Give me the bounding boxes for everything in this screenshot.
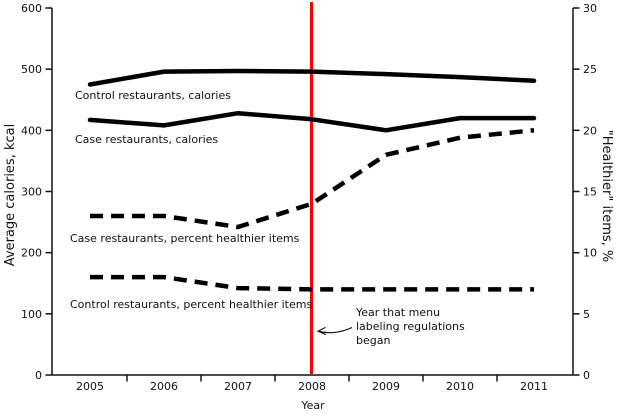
annotation-arrowhead-icon bbox=[316, 326, 327, 336]
x-axis-tick-label: 2010 bbox=[446, 380, 474, 393]
annotation-text: Year that menu labeling regulations bega… bbox=[356, 306, 465, 347]
series-line-3 bbox=[90, 274, 534, 292]
y-axis-right-tick-label: 0 bbox=[583, 369, 590, 382]
series-label-case-percent-healthier: Case restaurants, percent healthier item… bbox=[70, 232, 300, 245]
series-line-0 bbox=[87, 68, 537, 87]
x-axis-tick-label: 2008 bbox=[298, 380, 326, 393]
series-label-control-calories: Control restaurants, calories bbox=[75, 89, 231, 102]
y-axis-right-tick-label: 30 bbox=[583, 2, 597, 15]
y-axis-label-right: "Healthier" items, % bbox=[599, 129, 614, 263]
y-axis-right-tick-label: 20 bbox=[583, 124, 597, 137]
x-axis-tick-label: 2007 bbox=[224, 380, 252, 393]
y-axis-right-tick-label: 15 bbox=[583, 186, 597, 199]
y-axis-left-tick-label: 100 bbox=[21, 308, 42, 321]
y-axis-left-tick-label: 500 bbox=[21, 63, 42, 76]
series-label-case-calories: Case restaurants, calories bbox=[75, 133, 219, 146]
y-axis-left-tick-label: 600 bbox=[21, 2, 42, 15]
y-axis-left-tick-label: 300 bbox=[21, 186, 42, 199]
y-axis-right-tick-label: 5 bbox=[583, 308, 590, 321]
x-axis-tick-label: 2006 bbox=[150, 380, 178, 393]
y-axis-right-tick-label: 10 bbox=[583, 247, 597, 260]
annotation-arrow bbox=[318, 326, 353, 334]
x-axis-label: Year bbox=[301, 399, 325, 412]
series-line-1 bbox=[87, 110, 537, 133]
x-axis-tick-label: 2011 bbox=[520, 380, 548, 393]
y-axis-left-tick-label: 400 bbox=[21, 124, 42, 137]
y-axis-left-tick-label: 0 bbox=[35, 369, 42, 382]
y-axis-right-tick-label: 25 bbox=[583, 63, 597, 76]
x-axis-tick-label: 2009 bbox=[372, 380, 400, 393]
series-label-control-percent-healthier: Control restaurants, percent healthier i… bbox=[70, 298, 313, 311]
y-axis-label-left: Average calories, kcal bbox=[3, 123, 18, 267]
x-axis-tick-label: 2005 bbox=[76, 380, 104, 393]
y-axis-left-tick-label: 200 bbox=[21, 247, 42, 260]
series-line-2 bbox=[90, 128, 535, 230]
